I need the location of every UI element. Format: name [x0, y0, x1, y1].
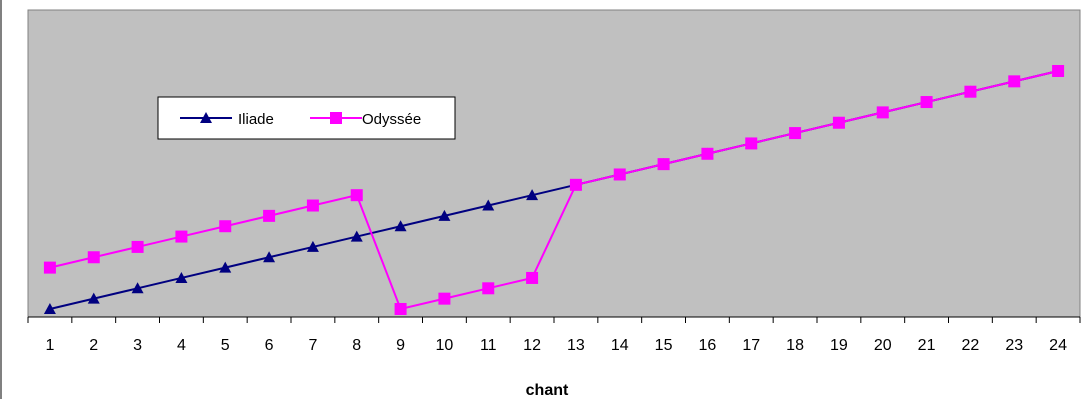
point-odyssee	[482, 282, 495, 295]
point-odyssee	[789, 127, 802, 140]
x-tick-label: 8	[352, 337, 361, 354]
x-tick-label: 13	[567, 337, 585, 354]
point-odyssee	[43, 261, 56, 274]
x-tick-label: 22	[962, 337, 980, 354]
point-iliade	[350, 230, 363, 242]
legend-label-iliade: Iliade	[238, 111, 274, 128]
point-iliade	[306, 240, 319, 252]
point-odyssee	[964, 85, 977, 98]
point-odyssee	[131, 240, 144, 253]
x-tick-label: 10	[436, 337, 454, 354]
point-iliade	[526, 189, 539, 201]
point-odyssee	[394, 303, 407, 315]
x-tick-label: 12	[523, 337, 541, 354]
legend-marker-odyssee	[330, 112, 342, 124]
x-tick-label: 20	[874, 337, 892, 354]
point-odyssee	[920, 96, 933, 109]
x-tick-label: 24	[1049, 337, 1067, 354]
x-tick-label: 19	[830, 337, 848, 354]
point-odyssee	[526, 271, 539, 284]
point-odyssee	[745, 137, 758, 150]
series-line-odyssee	[49, 70, 1059, 311]
point-odyssee	[87, 251, 100, 264]
point-odyssee	[263, 209, 276, 222]
point-odyssee	[219, 220, 232, 233]
point-odyssee	[657, 158, 670, 171]
x-tick-label: 4	[177, 337, 186, 354]
x-tick-label: 3	[133, 337, 142, 354]
x-tick-label: 21	[918, 337, 936, 354]
point-odyssee	[569, 178, 582, 191]
x-tick-label: 7	[308, 337, 317, 354]
point-iliade	[131, 282, 144, 294]
point-iliade	[87, 292, 100, 304]
point-iliade	[482, 199, 495, 211]
point-odyssee	[350, 189, 363, 202]
point-odyssee	[1008, 75, 1021, 88]
series-layer	[43, 65, 1065, 315]
x-tick-label: 15	[655, 337, 673, 354]
legend-label-odyssee: Odyssée	[362, 111, 421, 128]
point-iliade	[175, 271, 188, 283]
x-tick-label: 23	[1005, 337, 1023, 354]
point-iliade	[219, 261, 232, 273]
x-tick-label: 2	[89, 337, 98, 354]
plot-area	[27, 9, 1081, 318]
x-tick-label: 18	[786, 337, 804, 354]
x-tick-label: 11	[480, 337, 497, 354]
point-iliade	[43, 303, 56, 314]
legend-marker-iliade	[200, 112, 212, 123]
point-iliade	[394, 220, 407, 232]
x-tick-label: 1	[45, 337, 54, 354]
point-odyssee	[175, 230, 188, 243]
x-tick-label: 17	[742, 337, 760, 354]
point-odyssee	[701, 147, 714, 160]
point-odyssee	[1052, 65, 1065, 77]
x-axis: 1 2 3 4 5 6 7 8 9 10 11 12 13 14 15 16 17 18 19 20 21 22 23 24	[27, 316, 1081, 354]
x-tick-label: 6	[265, 337, 274, 354]
x-axis-title: chant	[526, 382, 569, 399]
point-odyssee	[832, 116, 845, 129]
x-tick-label: 5	[221, 337, 230, 354]
point-iliade	[438, 209, 451, 221]
point-odyssee	[438, 292, 451, 305]
point-odyssee	[306, 199, 319, 212]
point-iliade	[263, 251, 276, 263]
point-odyssee	[613, 168, 626, 181]
x-tick-label: 9	[396, 337, 405, 354]
legend: Iliade Odyssée	[157, 96, 456, 140]
x-tick-label: 16	[699, 337, 717, 354]
x-tick-label: 14	[611, 337, 629, 354]
point-odyssee	[876, 106, 889, 119]
